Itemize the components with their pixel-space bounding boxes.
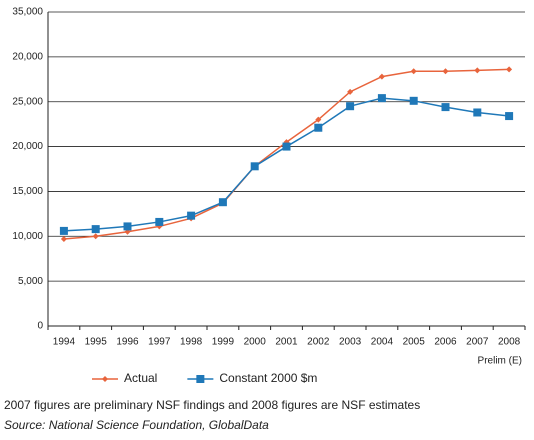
point xyxy=(346,102,355,111)
x-tick-label: 1999 xyxy=(212,337,235,348)
x-tick-label: 2003 xyxy=(339,337,362,348)
point xyxy=(315,116,322,123)
legend-label: Actual xyxy=(124,371,157,385)
x-tick-label: 2004 xyxy=(371,337,394,348)
point xyxy=(92,233,99,240)
x-tick-label: 2002 xyxy=(307,337,330,348)
point xyxy=(314,123,323,132)
x-tick-label: 2005 xyxy=(403,337,426,348)
source: Source: National Science Foundation, Glo… xyxy=(4,418,269,432)
point xyxy=(377,94,386,103)
point xyxy=(410,68,417,75)
point xyxy=(218,198,227,207)
point xyxy=(506,66,513,73)
x-tick-label: 1998 xyxy=(180,337,203,348)
point xyxy=(378,73,385,80)
y-tick-label: 25,000 xyxy=(12,96,43,107)
y-tick-label: 20,000 xyxy=(12,51,43,62)
x-tick-label: 2000 xyxy=(244,337,267,348)
point xyxy=(505,112,514,121)
point xyxy=(473,108,482,117)
x-tick-label: 1996 xyxy=(116,337,139,348)
x-tick-label: 1995 xyxy=(85,337,108,348)
point xyxy=(474,67,481,74)
note: 2007 figures are preliminary NSF finding… xyxy=(4,398,420,412)
series-line xyxy=(63,68,510,240)
y-tick-label: 35,000 xyxy=(12,7,43,18)
point xyxy=(441,103,450,112)
point xyxy=(59,226,68,235)
point xyxy=(442,68,449,75)
x-tick-label: 2001 xyxy=(275,337,298,348)
y-tick-label: 15,000 xyxy=(12,186,43,197)
point xyxy=(347,88,354,95)
legend-marker xyxy=(196,375,205,383)
point xyxy=(282,142,291,151)
point xyxy=(250,162,259,171)
point xyxy=(60,235,67,242)
point xyxy=(155,217,164,226)
x-tick-label: 2007 xyxy=(466,337,489,348)
point xyxy=(123,222,132,231)
x-tick-label: 1994 xyxy=(53,337,76,348)
x-tick-label: 2006 xyxy=(434,337,457,348)
y-tick-label: 10,000 xyxy=(12,231,43,242)
series-line xyxy=(63,97,510,232)
y-tick-label: 20,000 xyxy=(12,141,43,152)
y-tick-label: 5,000 xyxy=(18,276,43,287)
x-tick-label: 1997 xyxy=(148,337,171,348)
legend-marker xyxy=(102,376,108,382)
y-tick-label: 0 xyxy=(37,321,43,332)
point xyxy=(91,225,100,234)
x-tick-label: 2008 xyxy=(498,337,521,348)
legend-label: Constant 2000 $m xyxy=(219,371,317,385)
x-axis-label: Prelim (E) xyxy=(478,356,522,367)
point xyxy=(409,96,418,105)
point xyxy=(187,211,196,220)
